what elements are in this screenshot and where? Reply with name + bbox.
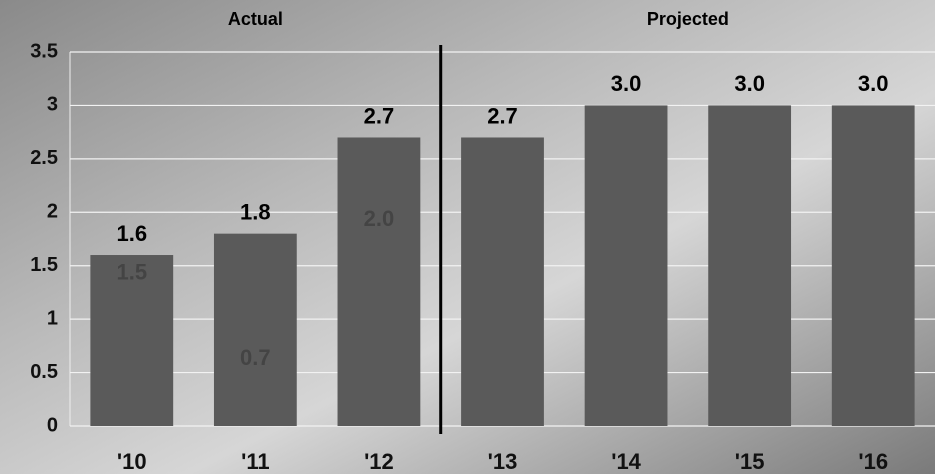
ghost-label: 1.5 bbox=[116, 260, 147, 285]
x-tick-label: '13 bbox=[488, 449, 518, 474]
bar bbox=[213, 233, 297, 426]
x-tick-label: '16 bbox=[858, 449, 888, 474]
bar bbox=[461, 137, 544, 426]
value-label: 3.0 bbox=[734, 71, 765, 96]
y-tick-label: 3 bbox=[47, 94, 58, 116]
bar bbox=[708, 105, 792, 426]
value-label: 1.8 bbox=[240, 199, 271, 224]
x-tick-label: '10 bbox=[117, 449, 147, 474]
section-label: Actual bbox=[228, 9, 283, 29]
y-tick-label: 3.5 bbox=[30, 40, 58, 62]
y-tick-label: 0 bbox=[47, 414, 58, 436]
section-label: Projected bbox=[647, 9, 729, 29]
bar bbox=[337, 137, 421, 426]
y-tick-label: 2.5 bbox=[30, 147, 58, 169]
x-tick-label: '12 bbox=[364, 449, 394, 474]
y-tick-label: 1.5 bbox=[30, 254, 58, 276]
x-tick-label: '14 bbox=[611, 449, 641, 474]
value-label: 3.0 bbox=[611, 71, 642, 96]
ghost-label: 0.7 bbox=[240, 345, 271, 370]
y-tick-label: 2 bbox=[47, 201, 58, 223]
value-label: 1.6 bbox=[116, 221, 147, 246]
ghost-label: 2.0 bbox=[364, 206, 395, 231]
y-tick-label: 0.5 bbox=[30, 361, 58, 383]
value-label: 3.0 bbox=[858, 71, 889, 96]
bar bbox=[584, 105, 668, 426]
bar bbox=[831, 105, 915, 426]
y-tick-label: 1 bbox=[47, 307, 58, 329]
bar bbox=[90, 255, 174, 426]
value-label: 2.7 bbox=[487, 103, 518, 128]
x-tick-label: '11 bbox=[241, 449, 270, 474]
x-tick-label: '15 bbox=[735, 449, 765, 474]
value-label: 2.7 bbox=[364, 103, 395, 128]
